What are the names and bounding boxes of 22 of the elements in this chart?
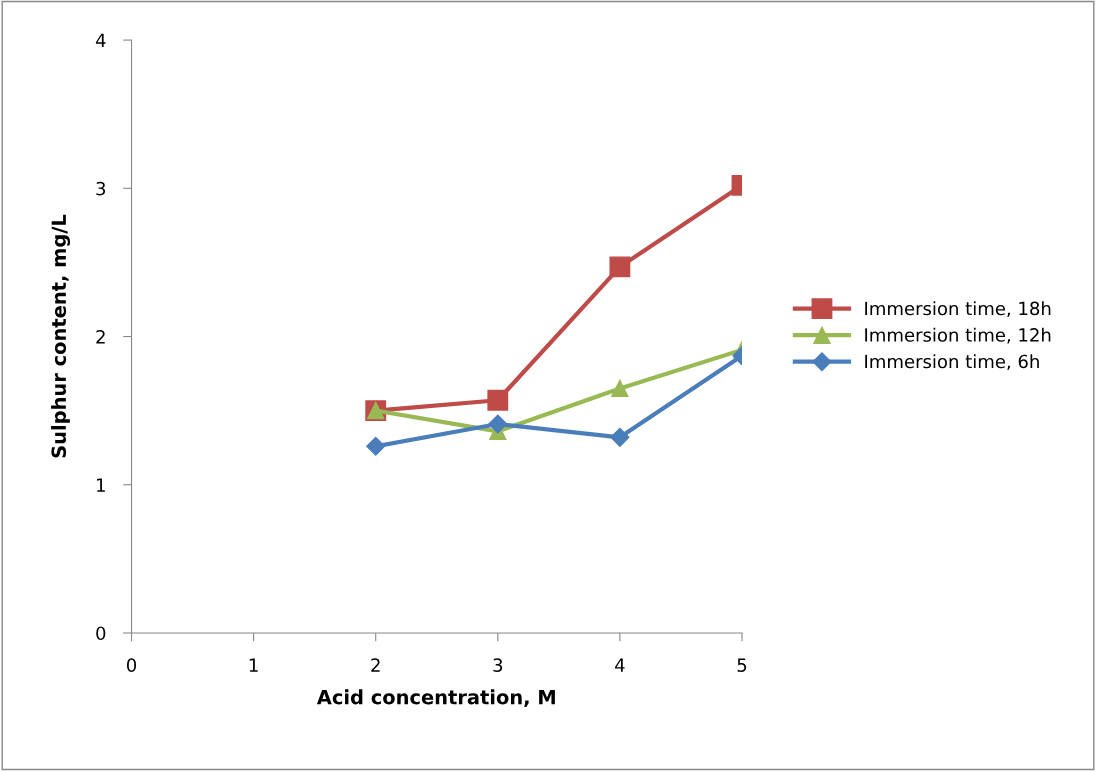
x-axis-title: Acid concentration, M <box>316 689 555 707</box>
y-tick-label: 2 <box>96 330 105 344</box>
x-tick-label: 5 <box>737 658 747 672</box>
legend-label: Immersion time, 18h <box>865 301 1051 318</box>
point <box>610 427 630 447</box>
x-tick-label: 3 <box>493 658 503 672</box>
y-tick-label: 1 <box>97 478 105 492</box>
y-tick-label: 4 <box>95 33 106 47</box>
y-tick-label: 0 <box>96 626 106 641</box>
x-tick-label: 2 <box>371 658 380 672</box>
legend-label: Immersion time, 12h <box>865 327 1051 344</box>
x-tick-label: 1 <box>249 658 258 672</box>
legend-label: Immersion time, 6h <box>865 354 1039 371</box>
y-tick-label: 3 <box>96 181 106 196</box>
y-axis-title: Sulphur content, mg/L <box>51 214 71 458</box>
point <box>609 256 631 278</box>
point <box>488 414 508 434</box>
x-tick-label: 0 <box>126 658 137 672</box>
point <box>366 436 386 456</box>
x-tick-label: 4 <box>615 658 625 672</box>
point <box>487 389 509 411</box>
point <box>611 379 629 398</box>
